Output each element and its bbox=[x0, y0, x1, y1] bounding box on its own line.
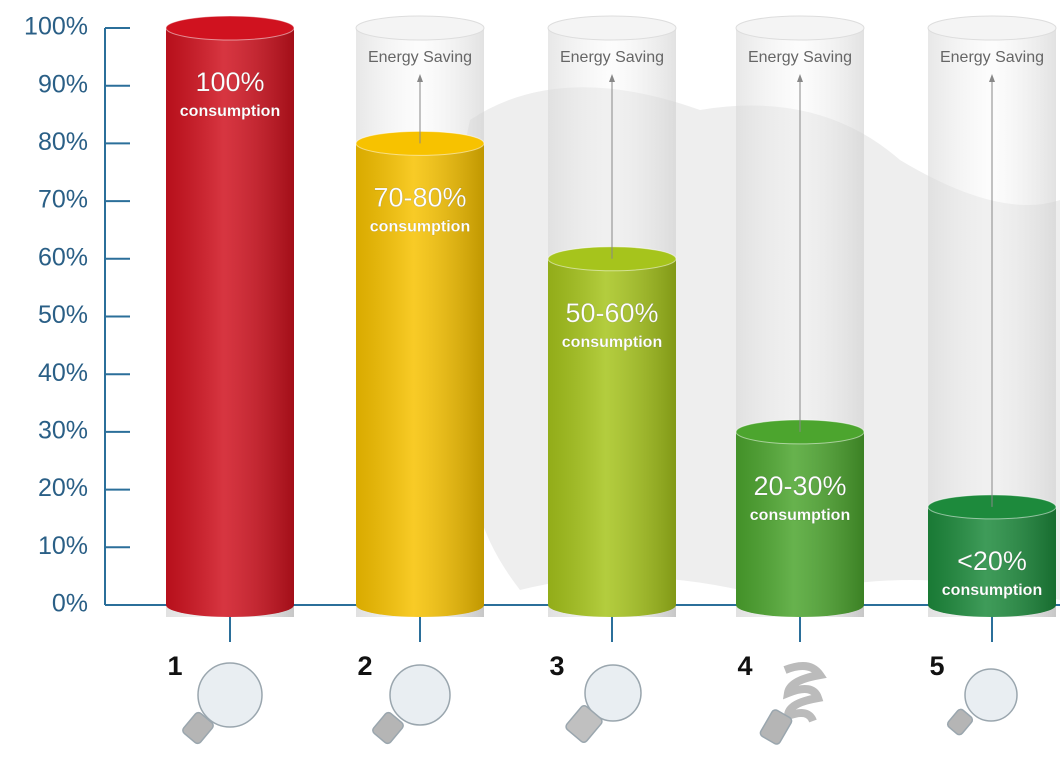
value-label-note: consumption bbox=[370, 219, 470, 236]
bar-group: Energy Saving 70-80% consumption bbox=[355, 15, 485, 617]
value-label: 20-30% bbox=[753, 471, 846, 501]
glass-top bbox=[547, 15, 677, 41]
bar-shade bbox=[736, 431, 864, 617]
y-tick-label: 30% bbox=[38, 417, 88, 445]
y-tick-label: 90% bbox=[38, 70, 88, 98]
y-tick-label: 20% bbox=[38, 474, 88, 502]
bar-shade bbox=[548, 258, 676, 617]
value-label: 100% bbox=[195, 67, 264, 97]
bar-top bbox=[165, 15, 295, 41]
value-label: 70-80% bbox=[373, 183, 466, 213]
saving-arrowhead bbox=[609, 74, 615, 82]
value-label: 50-60% bbox=[565, 298, 658, 328]
value-label: <20% bbox=[957, 546, 1027, 576]
x-tick-label: 3 bbox=[549, 651, 564, 681]
y-tick-label: 50% bbox=[38, 301, 88, 329]
value-label-note: consumption bbox=[942, 582, 1042, 599]
bar-group: Energy Saving <20% consumption bbox=[927, 15, 1057, 617]
y-tick-label: 80% bbox=[38, 128, 88, 156]
x-tick-label: 1 bbox=[167, 651, 182, 681]
y-tick-label: 10% bbox=[38, 532, 88, 560]
annotation: Energy Saving bbox=[748, 49, 852, 66]
saving-arrowhead bbox=[417, 74, 423, 82]
bar-shade bbox=[166, 28, 294, 617]
glass-top bbox=[355, 15, 485, 41]
saving-arrowhead bbox=[797, 74, 803, 82]
value-label-note: consumption bbox=[750, 507, 850, 524]
bar-group: Energy Saving 20-30% consumption bbox=[735, 15, 865, 617]
bar-group: Energy Saving 50-60% consumption bbox=[547, 15, 677, 617]
annotation: Energy Saving bbox=[560, 49, 664, 66]
y-tick-label: 100% bbox=[24, 13, 88, 41]
annotation: Energy Saving bbox=[368, 49, 472, 66]
x-tick-label: 2 bbox=[357, 651, 372, 681]
x-tick-label: 4 bbox=[737, 651, 752, 681]
value-label-note: consumption bbox=[180, 103, 280, 120]
glass-top bbox=[927, 15, 1057, 41]
bar-shade bbox=[928, 506, 1056, 617]
value-label-note: consumption bbox=[562, 334, 662, 351]
bar-shade bbox=[356, 143, 484, 617]
y-tick-label: 70% bbox=[38, 186, 88, 214]
x-tick-label: 5 bbox=[929, 651, 944, 681]
bulb-icons bbox=[182, 662, 1018, 745]
glass-top bbox=[735, 15, 865, 41]
saving-arrowhead bbox=[989, 74, 995, 82]
y-tick-label: 40% bbox=[38, 359, 88, 387]
y-tick-label: 60% bbox=[38, 243, 88, 271]
y-tick-label: 0% bbox=[52, 590, 88, 618]
annotation: Energy Saving bbox=[940, 49, 1044, 66]
bar-group: 100% consumption bbox=[165, 15, 295, 617]
